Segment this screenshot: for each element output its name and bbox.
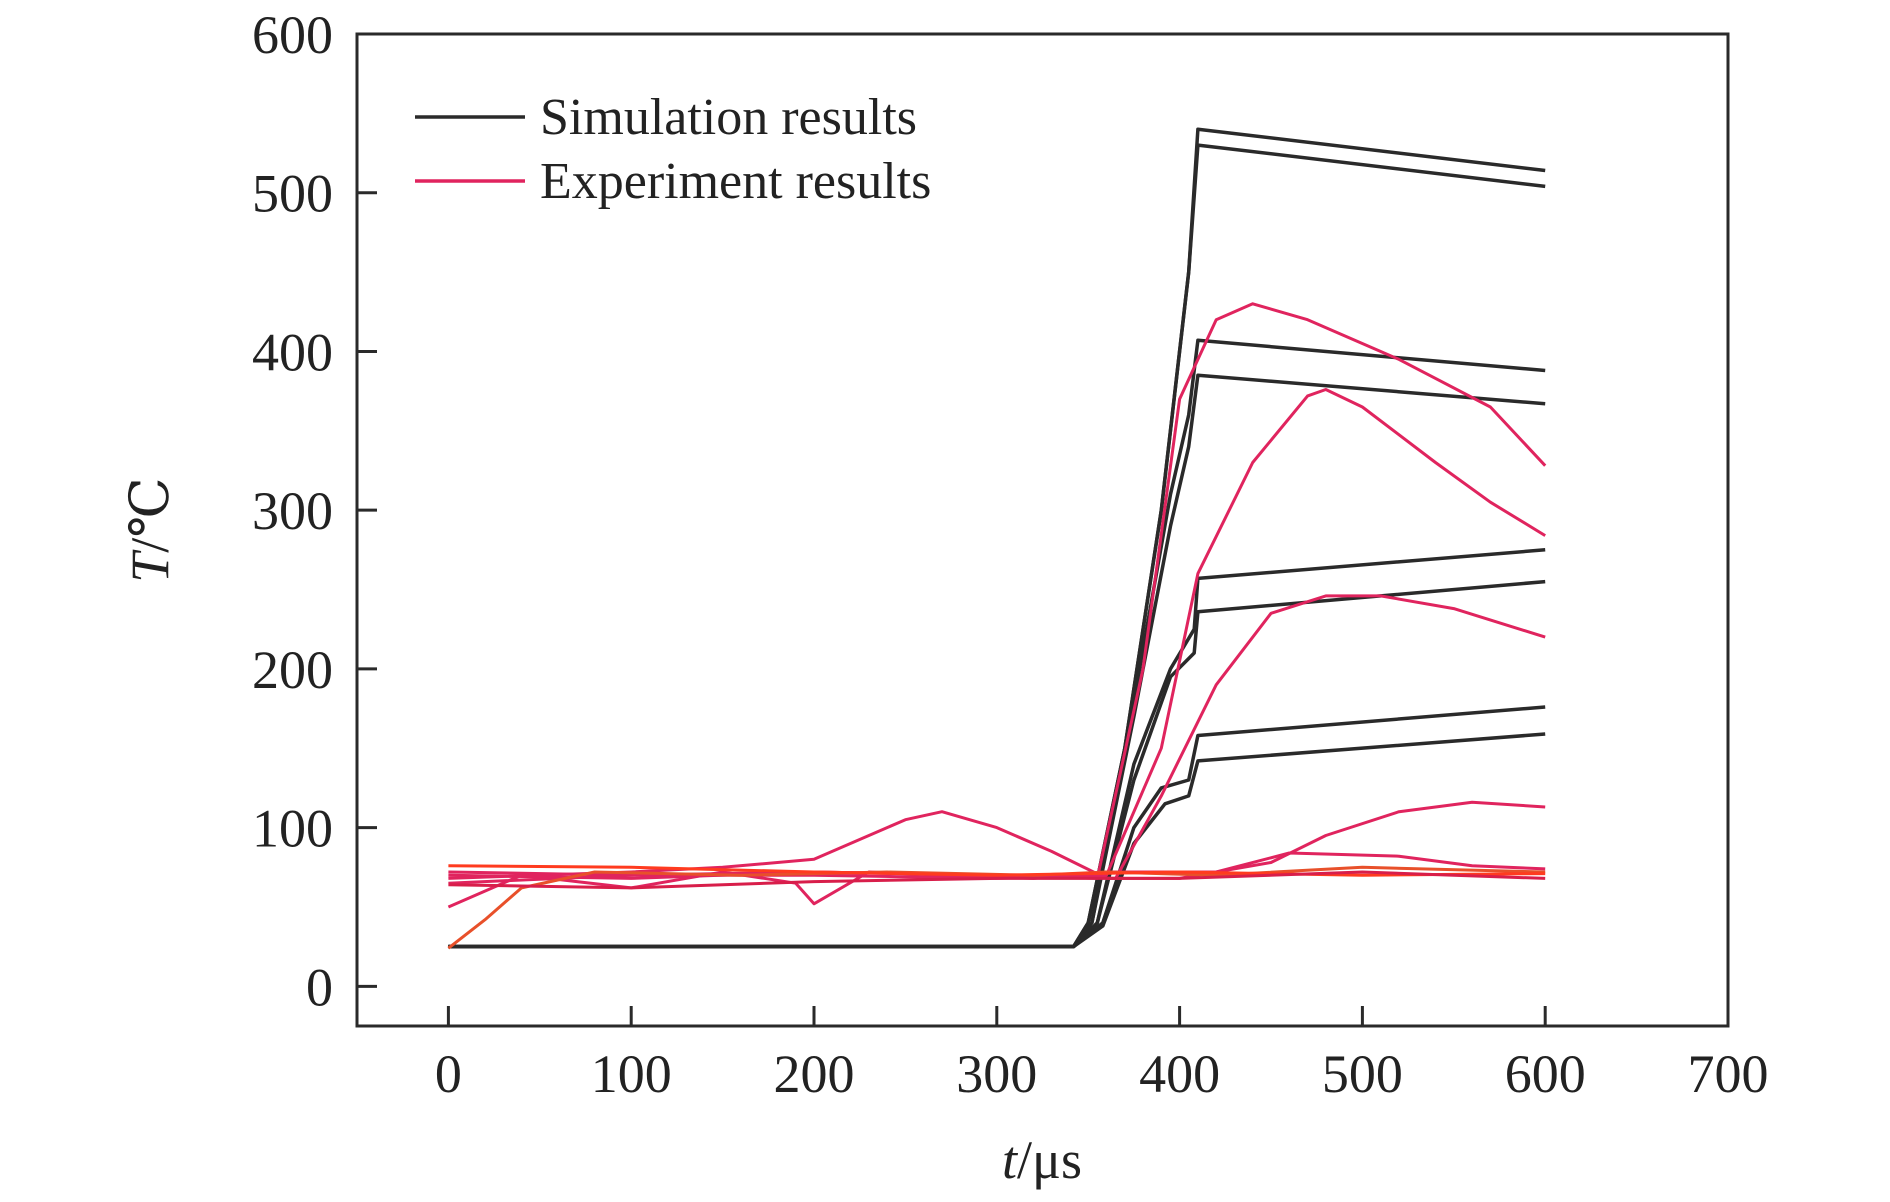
y-axis-label-symbol: T xyxy=(120,549,180,583)
simulation-series-line-5 xyxy=(448,579,1546,949)
experiment-series-line-9 xyxy=(448,388,1546,885)
y-tick-label: 400 xyxy=(252,322,333,382)
x-axis-label-symbol: t xyxy=(1002,1130,1019,1190)
y-tick-label: 200 xyxy=(252,640,333,700)
x-tick-label: 0 xyxy=(435,1044,462,1104)
x-axis-ticks: 0 100 200 300 400 500 600 700 xyxy=(435,1006,1769,1104)
x-axis-label-unit: /μs xyxy=(1017,1130,1082,1190)
x-tick-label: 500 xyxy=(1322,1044,1403,1104)
legend: Simulation results Experiment results xyxy=(415,89,931,210)
legend-label-experiment: Experiment results xyxy=(540,153,931,210)
y-tick-label: 100 xyxy=(252,799,333,859)
y-axis-label: T/℃ xyxy=(120,477,180,582)
simulation-series-line-0 xyxy=(448,127,1546,949)
x-tick-label: 400 xyxy=(1139,1044,1220,1104)
experiment-series-line-12 xyxy=(447,851,1546,909)
y-axis-ticks: 0 100 200 300 400 500 600 xyxy=(252,5,377,1017)
experiment-series-line-15 xyxy=(448,870,1546,890)
y-tick-label: 300 xyxy=(252,481,333,541)
y-tick-label: 0 xyxy=(306,957,333,1017)
x-axis-label: t/μs xyxy=(1002,1130,1082,1190)
x-tick-label: 200 xyxy=(774,1044,855,1104)
x-tick-label: 600 xyxy=(1505,1044,1586,1104)
y-tick-label: 500 xyxy=(252,164,333,224)
experiment-series-line-14 xyxy=(448,864,1546,877)
simulation-series-line-3 xyxy=(448,373,1546,949)
x-tick-label: 100 xyxy=(591,1044,672,1104)
y-axis-label-unit: /℃ xyxy=(120,477,180,552)
x-tick-label: 300 xyxy=(956,1044,1037,1104)
series-layer xyxy=(447,127,1547,950)
experiment-series-line-11 xyxy=(448,800,1546,880)
legend-label-simulation: Simulation results xyxy=(540,89,917,146)
x-tick-label: 700 xyxy=(1688,1044,1769,1104)
y-tick-label: 600 xyxy=(252,5,333,65)
plot-frame xyxy=(355,32,1730,1028)
simulation-series-line-7 xyxy=(448,732,1546,949)
experiment-series-line-10 xyxy=(448,594,1546,880)
